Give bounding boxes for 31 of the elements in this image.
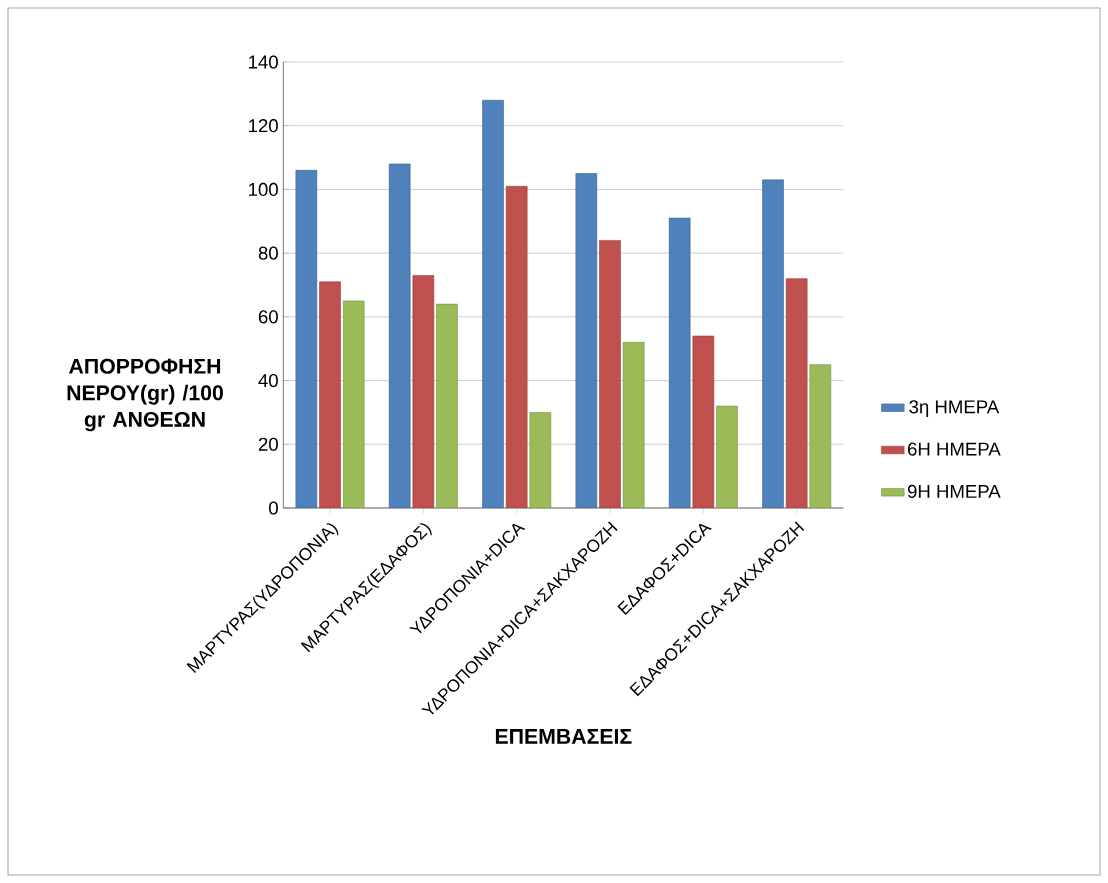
bar [599,240,621,508]
bar [529,412,552,508]
y-tick-label: 120 [249,119,278,133]
y-tick-label: 60 [258,310,278,324]
y-tick-label: 80 [258,246,278,260]
bar [622,342,645,508]
y-tick-label: 40 [258,373,278,388]
legend-label: 9Η ΗΜΕΡΑ [907,484,1001,498]
y-axis-title: ΑΠΟΡΡΟΦΗΣΗ ΝΕΡΟΥ(gr) /100 gr ΑΝΘΕΩΝ [67,358,223,432]
legend-label: 6Η ΗΜΕΡΑ [907,442,1001,456]
bar [388,163,411,508]
bar [436,303,458,508]
bar [295,170,318,508]
y-tick-label: 0 [269,501,278,515]
legend-label: 3η ΗΜΕΡΑ [909,400,1000,418]
bar [482,99,504,508]
bar [785,278,808,508]
x-axis-title: ΕΠΕΜΒΑΣΕΙΣ [495,729,632,744]
bar [342,300,365,508]
bar [668,217,691,508]
bar [716,405,738,508]
bar [505,185,528,508]
bar [809,364,832,508]
y-tick-label: 20 [258,437,278,451]
bar [762,179,784,508]
y-tick-label: 100 [249,182,278,197]
bar [412,275,435,508]
bar [575,173,598,508]
bar [319,281,341,508]
bar [692,335,715,508]
y-tick-label: 140 [249,55,278,69]
